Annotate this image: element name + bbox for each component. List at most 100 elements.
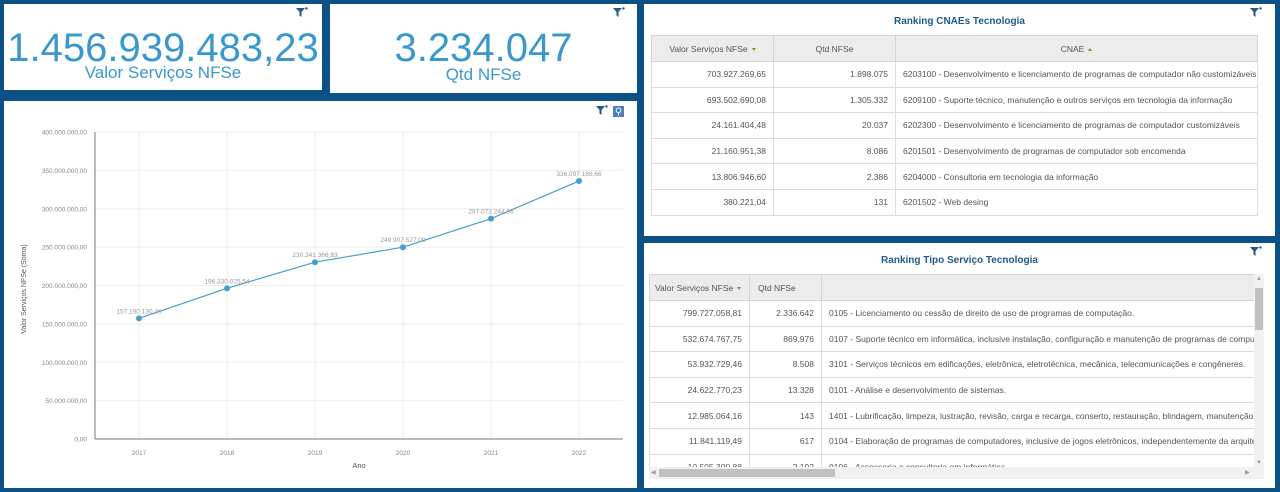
ranking-tipo-servico-panel: Ranking Tipo Serviço Tecnologia Valor Se… <box>644 243 1275 488</box>
y-tick-label: 200.000.000,00 <box>42 283 88 290</box>
data-point[interactable] <box>136 315 142 322</box>
table-row[interactable]: 24.161.404,48 20.037 6202300 - Desenvolvim… <box>651 112 1258 139</box>
kpi-value: 1.456.939.483,23 <box>7 26 319 70</box>
scroll-down-icon[interactable]: ▼ <box>1256 460 1262 466</box>
vertical-scrollbar[interactable]: ▲ ▼ <box>1254 274 1264 479</box>
data-label: 196.330.025,54 <box>204 278 250 285</box>
table-row[interactable]: 13.806.946,60 2.386 6204000 - Consultoria … <box>651 163 1258 190</box>
table-row[interactable]: 21.160.951,38 8.086 6201501 - Desenvolvime… <box>651 137 1258 165</box>
kpi-value: 3.234.047 <box>394 26 573 70</box>
cell-descricao: 0101 - Análise e desenvolvimento de sist… <box>821 376 1264 404</box>
cell-valor: 12.985.064,16 <box>649 402 750 429</box>
scroll-right-icon[interactable]: ▶ <box>1245 470 1250 476</box>
table-row[interactable]: 53.932.729,46 8.508 3101 - Serviços técnic… <box>649 351 1264 378</box>
sort-asc-icon <box>1088 47 1093 51</box>
x-tick-label: 2022 <box>572 450 587 457</box>
ranking-tipo-servico-table: Valor Serviços NFSe Qtd NFSe 799.727.058… <box>649 274 1264 479</box>
filter-icon[interactable] <box>1250 246 1262 258</box>
table-row[interactable]: 12.985.064,16 143 1401 - Lubrificação, lim… <box>649 402 1264 429</box>
cell-qtd: 131 <box>773 188 896 216</box>
table-scroll-area[interactable]: Valor Serviços NFSe Qtd NFSe 799.727.058… <box>649 274 1264 479</box>
line-chart-panel: 0,00 50.000.000,00 100.000.000,00 150.000.0… <box>4 101 637 488</box>
cell-qtd: 143 <box>749 402 822 429</box>
cell-qtd: 8.508 <box>749 351 822 378</box>
y-tick-label: 250.000.000,00 <box>42 245 88 252</box>
x-tick-label: 2019 <box>308 450 323 457</box>
column-header-valor[interactable]: Valor Serviços NFSe <box>651 35 774 62</box>
line-chart: 0,00 50.000.000,00 100.000.000,00 150.000.0… <box>21 130 623 470</box>
column-header-tipo-servico[interactable] <box>821 274 1264 301</box>
filter-icon[interactable] <box>1250 7 1262 19</box>
column-header-qtd[interactable]: Qtd NFSe <box>749 274 822 301</box>
x-tick-label: 2021 <box>484 450 499 457</box>
cell-descricao: 6204000 - Consultoria em tecnologia da i… <box>895 163 1258 190</box>
data-point[interactable] <box>576 178 582 185</box>
cell-qtd: 2.336.642 <box>749 300 822 327</box>
data-label: 249.907.527,09 <box>380 237 426 244</box>
cell-qtd: 1.305.332 <box>773 86 896 114</box>
series-line <box>138 180 580 319</box>
y-tick-label: 50.000.000,00 <box>45 398 87 405</box>
cell-descricao: 6202300 - Desenvolvimento e licenciament… <box>895 112 1258 139</box>
ranking-cnaes-table: Valor Serviços NFSe Qtd NFSe CNAE 703.92… <box>651 35 1258 216</box>
column-header-valor[interactable]: Valor Serviços NFSe <box>649 274 750 301</box>
cell-descricao: 0104 - Elaboração de programas de comput… <box>821 427 1264 455</box>
data-point[interactable] <box>224 285 230 292</box>
cell-valor: 24.161.404,48 <box>651 112 774 139</box>
sort-desc-icon <box>737 286 742 290</box>
data-point[interactable] <box>488 215 494 222</box>
data-point[interactable] <box>400 244 406 251</box>
column-header-cnae[interactable]: CNAE <box>895 35 1258 62</box>
table-row[interactable]: 693.502.690,08 1.305.332 6209100 - Suporte… <box>651 86 1258 114</box>
vertical-scroll-thumb[interactable] <box>1255 288 1263 330</box>
cell-qtd: 1.898.075 <box>773 61 896 88</box>
filter-icon[interactable] <box>296 7 308 19</box>
scroll-up-icon[interactable]: ▲ <box>1256 276 1262 282</box>
kpi-label: Valor Serviços NFSe <box>84 63 242 82</box>
filter-icon[interactable] <box>613 7 625 19</box>
horizontal-scroll-thumb[interactable] <box>659 469 835 477</box>
cell-valor: 380.221,04 <box>651 188 774 216</box>
cell-valor: 13.806.946,60 <box>651 163 774 190</box>
table-row[interactable]: 380.221,04 131 6201502 - Web desing <box>651 188 1258 216</box>
y-tick-label: 400.000.000,00 <box>42 130 88 137</box>
table-row[interactable]: 532.674.767,75 869.976 0107 - Suporte técn… <box>649 325 1264 353</box>
cell-descricao: 0105 - Licenciamento ou cessão de direit… <box>821 300 1264 327</box>
cell-valor: 53.932.729,46 <box>649 351 750 378</box>
table-row[interactable]: 703.927.269,65 1.898.075 6203100 - Desenvo… <box>651 61 1258 88</box>
kpi-card-qtd-nfse: 3.234.047 Qtd NFSe <box>330 4 637 93</box>
cell-valor: 799.727.058,81 <box>649 300 750 327</box>
cell-valor: 703.927.269,65 <box>651 61 774 88</box>
cell-qtd: 8.086 <box>773 137 896 165</box>
cell-valor: 532.674.767,75 <box>649 325 750 353</box>
data-label: 287.073.244,66 <box>468 209 514 216</box>
search-icon[interactable] <box>613 106 624 117</box>
y-tick-label: 150.000.000,00 <box>42 321 88 328</box>
table-row[interactable]: 799.727.058,81 2.336.642 0105 - Licenciame… <box>649 300 1264 327</box>
horizontal-scrollbar[interactable]: ◀ ▶ <box>649 467 1254 479</box>
cell-descricao: 0107 - Suporte técnico em informática, i… <box>821 325 1264 353</box>
data-point[interactable] <box>312 259 318 266</box>
kpi-card-valor-servicos: 1.456.939.483,23 Valor Serviços NFSe <box>4 4 322 90</box>
y-tick-label: 0,00 <box>74 437 87 444</box>
kpi-label: Qtd NFSe <box>445 65 522 84</box>
cell-descricao: 6201501 - Desenvolvimento de programas d… <box>895 137 1258 165</box>
cell-qtd: 20.037 <box>773 112 896 139</box>
cell-qtd: 869.976 <box>749 325 822 353</box>
data-label: 336.097.186,66 <box>556 171 602 178</box>
cell-valor: 693.502.690,08 <box>651 86 774 114</box>
table-row[interactable]: 24.622.770,23 13.328 0101 - Análise e dese… <box>649 376 1264 404</box>
cell-qtd: 617 <box>749 427 822 455</box>
scroll-left-icon[interactable]: ◀ <box>651 470 656 476</box>
data-label: 230.341.366,83 <box>292 252 338 259</box>
cell-descricao: 6209100 - Suporte técnico, manutenção e … <box>895 86 1258 114</box>
cell-valor: 24.622.770,23 <box>649 376 750 404</box>
table-row[interactable]: 11.841.119,49 617 0104 - Elaboração de pro… <box>649 427 1264 455</box>
cell-descricao: 1401 - Lubrificação, limpeza, lustração,… <box>821 402 1264 429</box>
table-title: Ranking CNAEs Tecnologia <box>894 16 1025 27</box>
table-header-row: Valor Serviços NFSe Qtd NFSe <box>649 274 1264 301</box>
x-axis-title: Ano <box>352 461 365 470</box>
column-header-qtd[interactable]: Qtd NFSe <box>773 35 896 62</box>
filter-icon[interactable] <box>596 105 608 117</box>
data-label: 157.190.130,46 <box>116 308 162 315</box>
